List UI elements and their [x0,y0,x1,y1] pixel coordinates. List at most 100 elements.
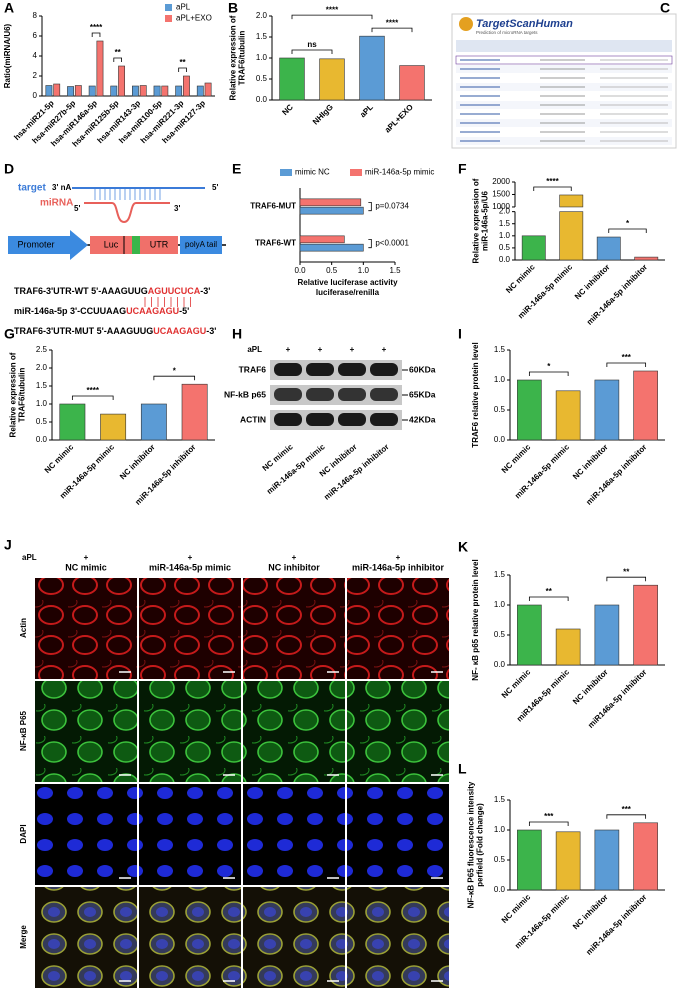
legend-swatch [350,169,362,176]
treatment-sign: + [350,345,355,354]
bar [118,65,125,97]
significance-bracket [368,201,372,212]
x-tick-label: NC mimic [43,442,76,475]
x-tick-label: NC inhibitor [571,893,610,932]
bar [633,822,658,891]
luc-label: Luc [104,239,119,249]
x-tick-label: 1.0 [358,266,370,275]
y-tick-label: TRAF6-MUT [250,202,296,211]
bar [521,235,546,261]
sequence: TRAF6-3'UTR-WT 5'-AAAGUUGAGUUCUCA-3' [14,286,210,296]
y-axis-label: Relative expression of [229,15,238,100]
y-axis-label: Relative expression of [9,352,18,437]
treatment-sign: + [396,553,401,562]
significance-bracket [71,395,114,400]
bar [140,403,167,441]
significance-label: *** [622,353,632,362]
bar [88,85,96,97]
y-tick-label: 1.0 [36,399,48,408]
y-tick-label: 1.5 [256,32,268,41]
bar [555,831,581,891]
y-axis-label: Relative expression of [472,178,481,263]
y-tick-label: 0 [33,91,38,100]
blot-band [370,413,398,426]
bar [517,604,542,666]
size-label: 42KDa [409,414,436,424]
polya-box [180,236,222,254]
y-tick-label: 1.5 [36,381,48,390]
x-tick-label: NC inhibitor [573,263,612,302]
bar [559,211,584,261]
significance-label: p=0.0734 [375,202,409,211]
sequence-prefix: TRAF6-3'UTR-MUT 5'-AAAGUUG [14,326,153,336]
significance-bracket [606,362,647,367]
bar [175,85,183,97]
sequence: miR-146a-5p 3'-CCUUAAGUCAAGAGU-5' [14,306,189,316]
bar [196,85,204,97]
treatment-sign: + [286,345,291,354]
micrograph [243,784,345,885]
y-axis-label: TRAF6/tubulin [18,368,27,423]
significance-bracket [533,186,572,191]
blot-band [338,363,366,376]
panel-label: F [458,161,467,177]
utr-label: UTR [150,239,169,249]
y-axis-label: Ratio(miRNA/U6) [3,23,12,88]
mirna-5: 5' [74,204,80,213]
significance-label: **** [326,5,339,14]
significance-bracket [528,596,569,601]
site-box [132,236,140,254]
y-axis-label: TRAF6 relative protein level [471,342,480,447]
bar [74,85,82,97]
blot-strip [270,410,402,430]
panel-label: G [4,326,15,342]
panel-label: E [232,161,241,177]
micrograph [347,681,449,782]
y-tick-label: 0.5 [36,417,48,426]
x-tick-label: NC inhibitor [118,443,157,482]
y-tick-label: 8 [33,11,38,20]
micrograph [139,887,241,988]
x-tick-label: 0.0 [294,266,306,275]
bar [633,584,658,666]
micrograph [35,784,137,885]
y-tick-label: 1.0 [494,600,506,609]
utr-box [140,236,178,254]
y-tick-label: 1.0 [256,53,268,62]
blot-band [274,413,302,426]
y-tick-label: 2.0 [499,207,511,216]
significance-bracket [528,821,569,826]
x-tick-label: NC mimic [500,442,533,475]
lane-label: miR-146a-5p mimic [265,442,327,496]
blot-band [370,363,398,376]
bar [45,85,53,97]
bar [633,370,658,441]
significance-bracket [91,32,101,37]
y-axis-label: NF-κB P65 fluorescence intensity [467,781,476,908]
bar [139,85,147,97]
micrograph [347,578,449,679]
y-tick-label: TRAF6-WT [255,239,296,248]
y-axis-label: perfield (Fold change) [476,803,485,887]
bar [555,628,581,666]
column-label: NC inhibitor [268,562,320,572]
row-label: Actin [19,618,28,638]
target-label: target [18,183,46,194]
x-axis-label: luciferase/renilla [316,288,380,297]
micrograph [139,578,241,679]
mirna-3: 3' [174,204,180,213]
legend-label: mimic NC [295,168,330,177]
legend-swatch [165,4,172,11]
legend-swatch [165,15,172,22]
panel-label: H [232,326,242,342]
blot-strip [270,385,402,405]
significance-label: **** [90,23,103,32]
x-tick-label: aPL [358,102,375,119]
y-axis-label: NF- κB p65 relative protein level [471,559,480,680]
x-tick-label: 0.5 [326,266,338,275]
size-label: 65KDa [409,389,436,399]
y-tick-label: 0.0 [499,255,511,264]
significance-label: **** [546,177,559,186]
promoter-label: Promoter [17,239,54,249]
